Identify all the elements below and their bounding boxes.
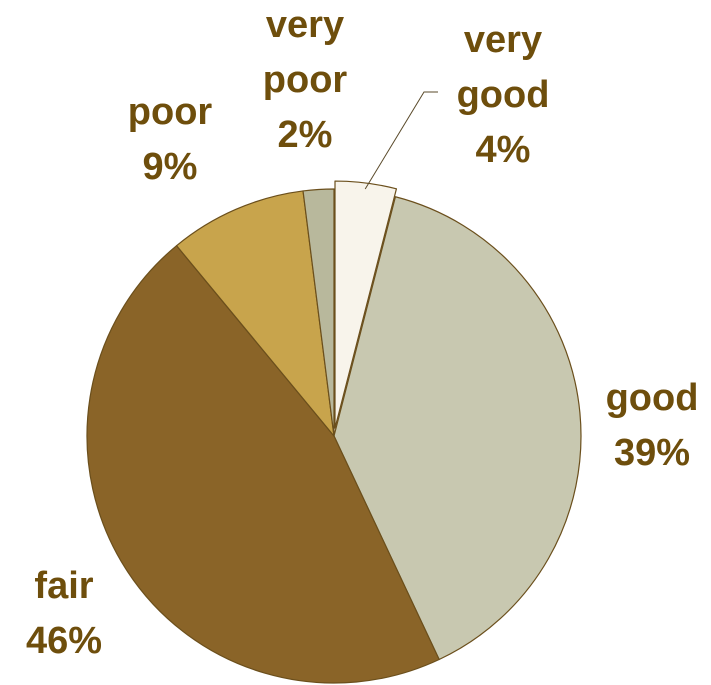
pie-slices: [86, 180, 582, 684]
slice-percent: 9%: [143, 146, 198, 188]
slice-label-poor: poor 9%: [128, 91, 213, 188]
pie-slice-very-good: [334, 180, 398, 429]
leader-lines: [364, 91, 438, 190]
slice-category-text: poor: [128, 91, 213, 133]
slice-percent: 39%: [614, 432, 690, 474]
slice-label-fair: fair 46%: [26, 565, 102, 662]
slice-percent: 2%: [278, 114, 333, 156]
leader-line-very-good: [364, 91, 438, 190]
slice-category-text: good: [457, 74, 550, 116]
pie-slice-poor: [175, 190, 335, 437]
slice-label-good: good 39%: [606, 377, 699, 474]
pie-slice-good: [333, 196, 582, 661]
slice-category-text: good: [606, 377, 699, 419]
slice-percent: 46%: [26, 620, 102, 662]
slice-category-text: very: [464, 19, 542, 61]
slice-label-very-poor: very poor 2%: [263, 4, 348, 156]
pie-slice-very-poor: [302, 188, 335, 437]
slice-category-text: poor: [263, 59, 348, 101]
slice-labels: very good 4% good 39% fair 46% poor 9% very poor 2%: [26, 4, 698, 662]
slice-category-text: very: [266, 4, 344, 46]
slice-category-text: fair: [34, 565, 93, 607]
slice-percent: 4%: [476, 129, 531, 171]
slice-label-very-good: very good 4%: [457, 19, 550, 171]
pie-slice-fair: [86, 245, 440, 684]
